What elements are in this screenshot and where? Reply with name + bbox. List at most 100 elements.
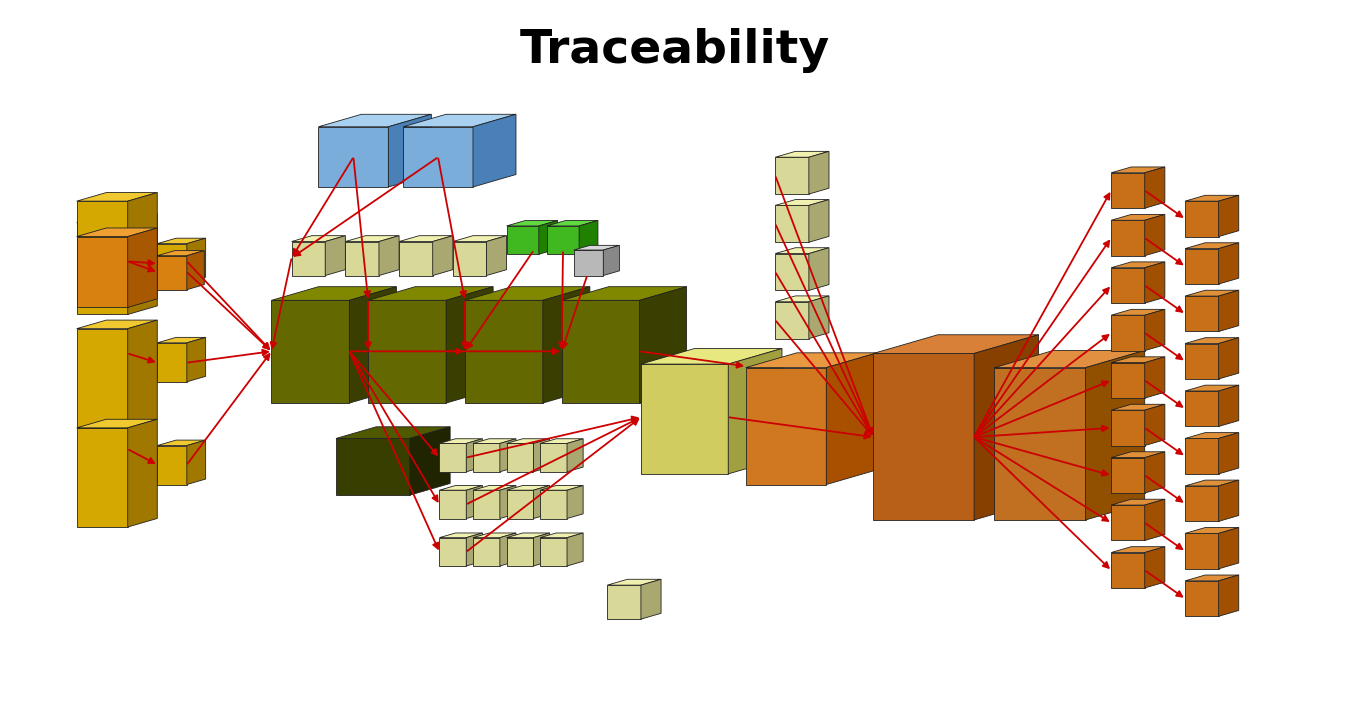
Polygon shape — [538, 221, 557, 254]
Polygon shape — [540, 439, 583, 443]
Polygon shape — [271, 301, 349, 403]
Polygon shape — [809, 296, 830, 338]
Polygon shape — [1145, 547, 1164, 588]
Polygon shape — [1184, 575, 1238, 581]
Polygon shape — [1112, 404, 1164, 410]
Polygon shape — [994, 351, 1145, 368]
Polygon shape — [1184, 486, 1218, 521]
Polygon shape — [473, 439, 515, 443]
Polygon shape — [507, 491, 533, 518]
Polygon shape — [641, 579, 661, 619]
Polygon shape — [1184, 438, 1218, 474]
Polygon shape — [776, 253, 809, 291]
Polygon shape — [473, 486, 515, 491]
Polygon shape — [1184, 385, 1238, 391]
Polygon shape — [77, 193, 158, 201]
Polygon shape — [186, 338, 205, 382]
Polygon shape — [540, 533, 583, 538]
Polygon shape — [158, 338, 205, 343]
Polygon shape — [1112, 363, 1145, 398]
Polygon shape — [1086, 351, 1145, 520]
Polygon shape — [507, 226, 538, 254]
Polygon shape — [440, 533, 483, 538]
Polygon shape — [500, 439, 515, 472]
Polygon shape — [318, 127, 389, 187]
Polygon shape — [603, 246, 619, 276]
Polygon shape — [1145, 404, 1164, 446]
Polygon shape — [500, 533, 515, 566]
Text: Traceability: Traceability — [519, 28, 830, 73]
Polygon shape — [389, 114, 432, 187]
Polygon shape — [368, 287, 494, 301]
Polygon shape — [567, 439, 583, 472]
Polygon shape — [561, 301, 639, 403]
Polygon shape — [561, 287, 687, 301]
Polygon shape — [809, 151, 830, 194]
Polygon shape — [994, 368, 1086, 520]
Polygon shape — [453, 241, 487, 276]
Polygon shape — [336, 427, 451, 438]
Polygon shape — [186, 440, 205, 485]
Polygon shape — [1218, 575, 1238, 616]
Polygon shape — [1218, 385, 1238, 426]
Polygon shape — [291, 241, 325, 276]
Polygon shape — [1145, 357, 1164, 398]
Polygon shape — [473, 533, 515, 538]
Polygon shape — [77, 419, 158, 428]
Polygon shape — [1184, 196, 1238, 201]
Polygon shape — [128, 213, 158, 290]
Polygon shape — [776, 206, 809, 242]
Polygon shape — [507, 439, 549, 443]
Polygon shape — [1218, 290, 1238, 331]
Polygon shape — [77, 428, 128, 527]
Polygon shape — [403, 127, 473, 187]
Polygon shape — [746, 368, 827, 485]
Polygon shape — [440, 439, 483, 443]
Polygon shape — [368, 301, 447, 403]
Polygon shape — [1184, 248, 1218, 284]
Polygon shape — [77, 213, 158, 222]
Polygon shape — [827, 353, 877, 485]
Polygon shape — [1145, 262, 1164, 303]
Polygon shape — [1218, 196, 1238, 236]
Polygon shape — [776, 157, 809, 194]
Polygon shape — [1184, 391, 1218, 426]
Polygon shape — [1112, 410, 1145, 446]
Polygon shape — [1112, 214, 1164, 221]
Polygon shape — [1145, 214, 1164, 256]
Polygon shape — [1218, 528, 1238, 569]
Polygon shape — [465, 301, 542, 403]
Polygon shape — [776, 248, 830, 253]
Polygon shape — [1184, 296, 1218, 331]
Polygon shape — [507, 533, 549, 538]
Polygon shape — [403, 114, 515, 127]
Polygon shape — [776, 151, 830, 157]
Polygon shape — [500, 486, 515, 518]
Polygon shape — [1112, 221, 1145, 256]
Polygon shape — [128, 193, 158, 314]
Polygon shape — [533, 533, 549, 566]
Polygon shape — [186, 251, 204, 290]
Polygon shape — [1112, 167, 1164, 173]
Polygon shape — [639, 287, 687, 403]
Polygon shape — [1145, 309, 1164, 351]
Polygon shape — [467, 486, 483, 518]
Polygon shape — [271, 287, 397, 301]
Polygon shape — [467, 439, 483, 472]
Polygon shape — [473, 491, 500, 518]
Polygon shape — [1112, 309, 1164, 315]
Polygon shape — [542, 287, 590, 403]
Polygon shape — [345, 236, 399, 241]
Polygon shape — [1112, 547, 1164, 553]
Polygon shape — [77, 222, 128, 290]
Polygon shape — [540, 491, 567, 518]
Polygon shape — [158, 343, 186, 382]
Polygon shape — [776, 302, 809, 338]
Polygon shape — [974, 335, 1039, 520]
Polygon shape — [447, 287, 494, 403]
Polygon shape — [507, 486, 549, 491]
Polygon shape — [487, 236, 507, 276]
Polygon shape — [1112, 357, 1164, 363]
Polygon shape — [1184, 201, 1218, 236]
Polygon shape — [573, 250, 603, 276]
